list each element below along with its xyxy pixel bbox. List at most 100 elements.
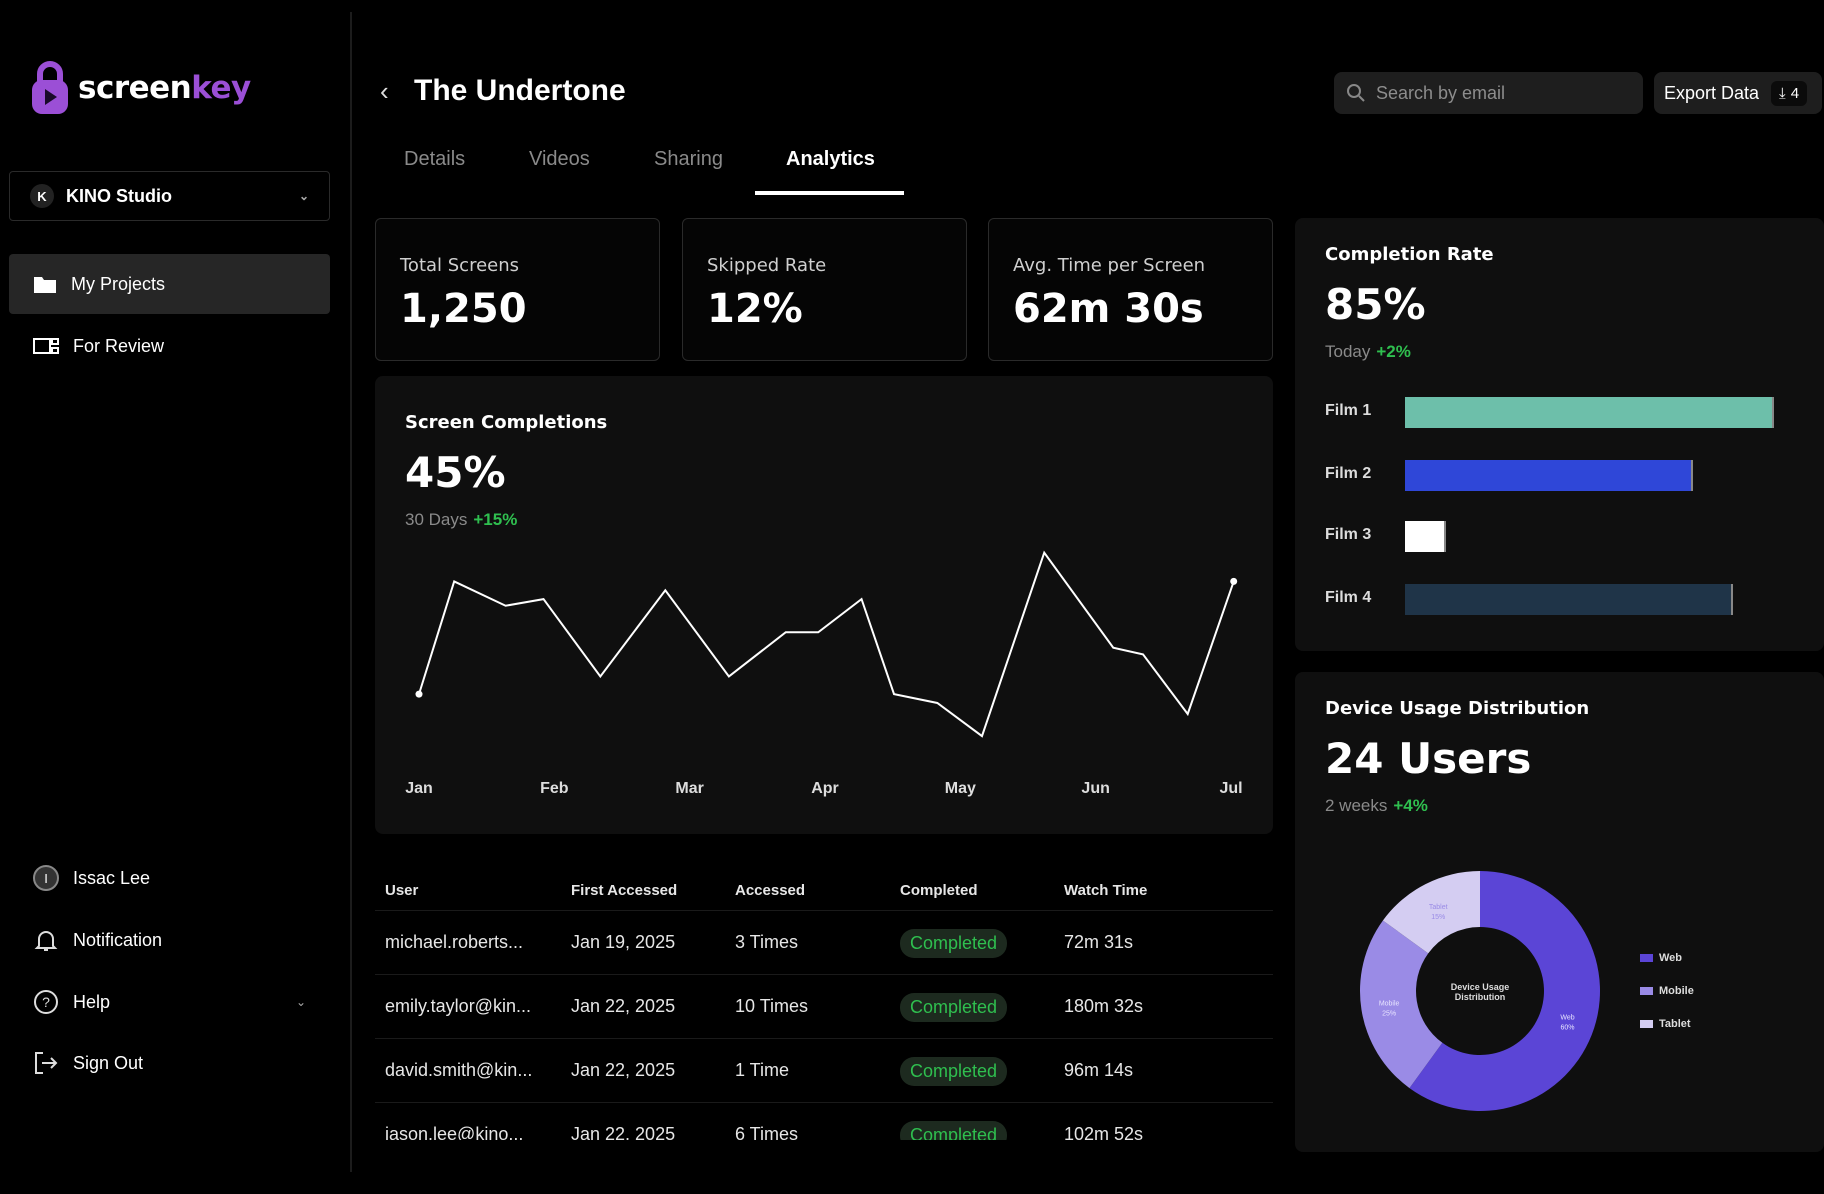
search-input[interactable]: Search by email [1334, 72, 1643, 114]
panel-title: Device Usage Distribution [1325, 698, 1590, 719]
back-chevron-icon[interactable]: ‹ [380, 76, 389, 106]
export-data-button[interactable]: Export Data ⤓ 4 [1654, 72, 1822, 114]
x-tick-label: Jan [405, 780, 433, 797]
download-icon: ⤓ [1779, 84, 1786, 102]
table-cell: 102m 52s [1064, 1124, 1144, 1140]
donut-slice-mobile [1360, 920, 1443, 1089]
stat-card-skipped-rate: Skipped Rate 12% [682, 218, 967, 361]
export-label: Export Data [1664, 82, 1760, 103]
search-icon [1347, 84, 1365, 102]
table-cell: 72m 31s [1064, 932, 1134, 952]
x-tick-label: Mar [675, 780, 704, 797]
column-header[interactable]: Accessed [735, 882, 806, 899]
lock-play-icon [32, 61, 68, 114]
page-title: The Undertone [414, 74, 626, 107]
legend-swatch [1640, 1020, 1653, 1028]
x-tick-label: May [944, 780, 976, 797]
column-header[interactable]: Watch Time [1064, 882, 1148, 899]
slice-label: Web [1560, 1014, 1574, 1021]
table-cell: 3 Times [735, 932, 799, 952]
bar-label: Film 2 [1325, 465, 1372, 482]
sign-out-icon [35, 1052, 58, 1074]
table-row[interactable] [375, 974, 1273, 1038]
legend-item: Mobile [1640, 985, 1694, 997]
slice-label: Mobile [1379, 1000, 1400, 1007]
sidebar-item-label: For Review [73, 335, 165, 356]
tab-videos[interactable]: Videos [529, 148, 590, 170]
legend-label: Tablet [1659, 1018, 1691, 1030]
sidebar-item-profile[interactable]: I Issac Lee [9, 848, 330, 908]
legend-label: Web [1659, 952, 1683, 964]
slice-label: 60% [1560, 1024, 1574, 1031]
slice-label: 15% [1431, 914, 1445, 921]
search-placeholder: Search by email [1376, 82, 1506, 103]
logo-text: screen [78, 70, 192, 106]
sidebar-item-my-projects[interactable]: My Projects [9, 254, 330, 314]
export-count: 4 [1790, 84, 1800, 102]
tab-details[interactable]: Details [404, 148, 466, 170]
workspace-avatar: K [30, 184, 54, 208]
review-icon [33, 338, 59, 354]
chevron-down-icon: ⌄ [295, 995, 306, 1009]
table-cell: Jan 19, 2025 [571, 932, 676, 952]
donut-slice-tablet [1382, 871, 1480, 954]
table-cell: 180m 32s [1064, 996, 1144, 1016]
delta-value: +4% [1393, 796, 1428, 815]
legend-item: Tablet [1640, 1018, 1691, 1030]
legend-label: Mobile [1659, 985, 1694, 997]
sidebar-item-help[interactable]: ? Help ⌄ [9, 972, 330, 1032]
table-cell: Jan 22, 2025 [571, 996, 676, 1016]
sidebar-item-label: My Projects [71, 273, 166, 294]
tab-analytics[interactable]: Analytics [786, 148, 875, 170]
logo-text-accent: key [191, 70, 251, 106]
status-badge: Completed [900, 929, 1008, 958]
sidebar-item-label: Notification [73, 929, 163, 950]
table-cell: Jan 22, 2025 [571, 1124, 676, 1140]
legend-item: Web [1640, 952, 1682, 964]
sidebar-item-for-review[interactable]: For Review [9, 316, 330, 376]
sidebar-item-notification[interactable]: Notification [9, 910, 330, 970]
delta-value: +2% [1376, 342, 1411, 361]
sidebar-item-sign-out[interactable]: Sign Out [9, 1033, 330, 1093]
donut-center-label: Device Usage Distribution [1450, 982, 1510, 1002]
column-header[interactable]: User [385, 882, 419, 899]
panel-title: Completion Rate [1325, 244, 1494, 265]
completion-rate-panel: Completion Rate 85% Today +2% [1295, 218, 1824, 651]
sidebar-item-label: Sign Out [73, 1052, 144, 1073]
folder-icon [34, 277, 56, 293]
help-icon: ? [34, 990, 58, 1014]
stat-label: Total Screens [400, 255, 520, 276]
delta-value: +15% [473, 510, 518, 529]
chevron-down-icon: ⌄ [298, 189, 309, 203]
stat-card-total-screens: Total Screens 1,250 [375, 218, 660, 361]
bell-icon [34, 931, 58, 951]
table-cell: michael.roberts... [385, 932, 524, 952]
table-cell: jason.lee@kino... [385, 1124, 524, 1140]
stat-value: 1,250 [400, 286, 527, 332]
bar-label: Film 1 [1325, 402, 1372, 419]
bar-label: Film 3 [1325, 526, 1372, 543]
logo: screenkey [30, 60, 251, 116]
stat-value: 62m 30s [1013, 286, 1204, 332]
bar [1405, 397, 1774, 428]
sidebar-item-label: Help [73, 991, 111, 1012]
panel-value: 85% [1325, 280, 1426, 329]
x-tick-label: Jun [1081, 780, 1110, 797]
sidebar-item-label: Issac Lee [73, 867, 151, 888]
donut-chart: Web 60% Mobile 25% Tablet 15% [1360, 871, 1600, 1111]
panel-title: Screen Completions [405, 412, 608, 433]
column-header[interactable]: First Accessed [571, 882, 678, 899]
tab-sharing[interactable]: Sharing [654, 148, 723, 170]
workspace-dropdown[interactable]: K KINO Studio ⌄ [9, 171, 330, 221]
stat-card-avg-time: Avg. Time per Screen 62m 30s [988, 218, 1273, 361]
table-row[interactable] [375, 910, 1273, 974]
table-row[interactable] [375, 1038, 1273, 1102]
table-cell: emily.taylor@kin... [385, 996, 531, 1016]
column-header[interactable]: Completed [900, 882, 978, 899]
bar-label: Film 4 [1325, 589, 1372, 606]
line-series [418, 550, 1235, 738]
table-cell: 96m 14s [1064, 1060, 1134, 1080]
table-row[interactable] [375, 1102, 1273, 1140]
active-tab-indicator [755, 191, 904, 195]
table-cell: 6 Times [735, 1124, 799, 1140]
